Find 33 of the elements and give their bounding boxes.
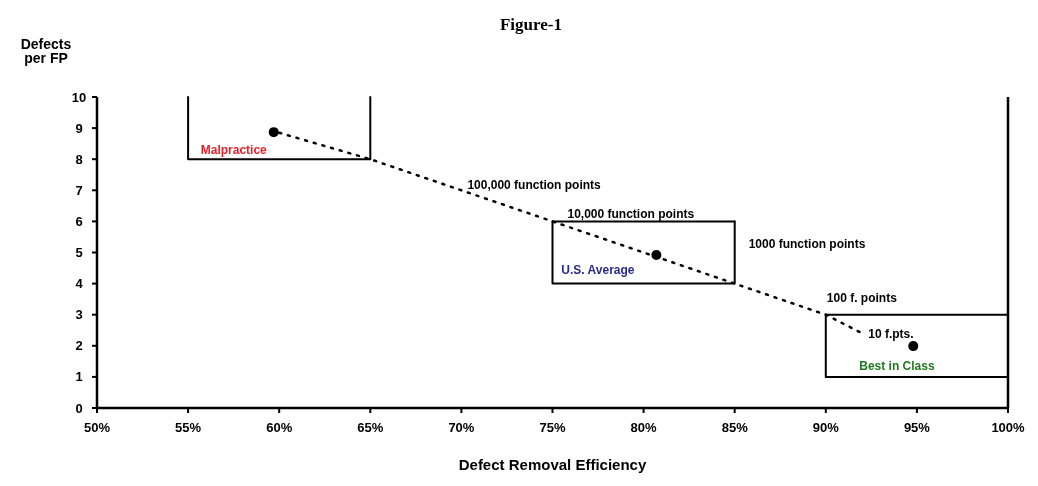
x-tick-label: 80% (630, 420, 658, 435)
chart-title: Figure-1 (499, 15, 563, 34)
y-tick-label: 3 (75, 307, 83, 323)
x-tick-label: 100% (991, 420, 1026, 435)
annotation: Best in Class (859, 359, 935, 374)
y-axis-title: Defects per FP (20, 36, 72, 66)
annotation: U.S. Average (561, 263, 635, 278)
annotation: 100 f. points (826, 290, 898, 305)
annotation: 10,000 function points (567, 206, 695, 221)
y-tick-label: 2 (75, 338, 83, 354)
y-tick-label: 8 (75, 151, 83, 167)
x-tick-label: 90% (812, 420, 840, 435)
x-tick-label: 95% (903, 420, 931, 435)
x-tick-label: 50% (83, 420, 111, 435)
x-tick-label: 70% (448, 420, 475, 435)
y-tick-label: 1 (75, 369, 83, 385)
x-tick-label: 65% (357, 420, 384, 435)
y-tick-label: 5 (75, 245, 83, 261)
y-tick-label: 0 (75, 400, 83, 416)
y-tick-label: 10 (71, 89, 87, 105)
y-tick-label: 6 (75, 213, 83, 229)
x-tick-label: 60% (266, 420, 293, 435)
x-axis-title: Defect Removal Efficiency (458, 456, 647, 473)
annotation: 10 f.pts. (868, 326, 914, 341)
x-tick-label: 55% (175, 420, 202, 435)
x-tick-label: 75% (539, 420, 566, 435)
annotation: 1000 function points (748, 236, 866, 251)
annotation: 100,000 function points (467, 177, 602, 192)
y-tick-label: 7 (75, 182, 83, 198)
y-tick-label: 9 (75, 120, 83, 136)
x-tick-label: 85% (721, 420, 749, 435)
y-tick-label: 4 (75, 276, 84, 292)
annotation: Malpractice (200, 143, 268, 158)
